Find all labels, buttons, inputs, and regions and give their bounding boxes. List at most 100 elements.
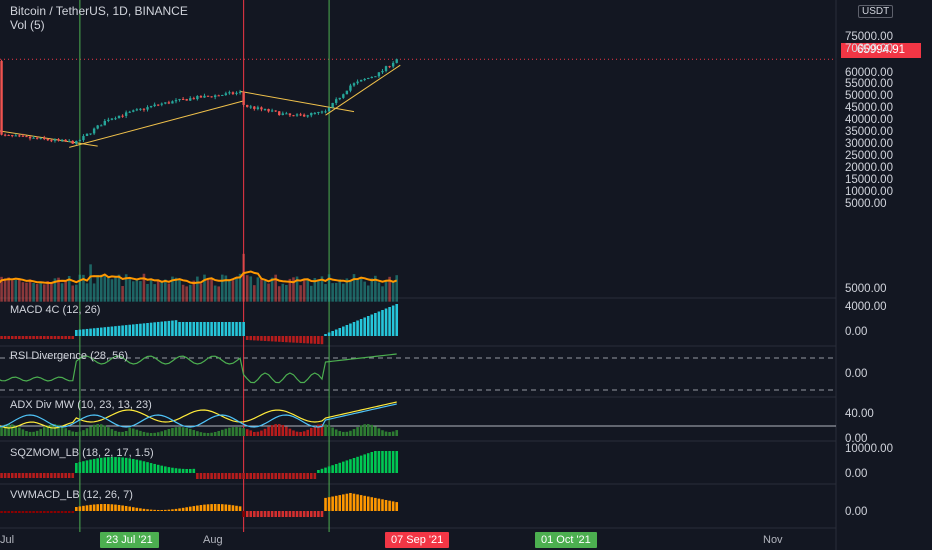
vwmacd-bar bbox=[377, 498, 381, 511]
adx-bar bbox=[224, 428, 228, 436]
sqz-label[interactable]: SQZMOM_LB (18, 2, 17, 1.5) bbox=[10, 447, 154, 459]
adx-bar bbox=[256, 431, 260, 436]
date-marker-jul[interactable]: 23 Jul '21 bbox=[100, 532, 159, 548]
volume-bar bbox=[85, 283, 89, 302]
date-marker-oct[interactable]: 01 Oct '21 bbox=[535, 532, 597, 548]
sqz-bar bbox=[174, 468, 178, 473]
candle-body bbox=[228, 92, 231, 94]
candle-body bbox=[132, 110, 135, 112]
rsi-tick: 0.00 bbox=[845, 368, 868, 380]
candle-body bbox=[246, 104, 249, 107]
adx-bar bbox=[114, 430, 117, 436]
macd-bar bbox=[85, 328, 89, 336]
sqz-bar bbox=[267, 473, 270, 479]
volume-bar bbox=[249, 276, 253, 302]
adx-bar bbox=[338, 431, 342, 436]
symbol-title[interactable]: Bitcoin / TetherUS, 1D, BINANCE bbox=[10, 4, 188, 18]
vwmacd-bar bbox=[181, 507, 185, 511]
volume-bar bbox=[366, 285, 370, 302]
macd-bar bbox=[331, 331, 334, 336]
macd-bar bbox=[135, 324, 139, 336]
volume-ma-line bbox=[0, 270, 398, 285]
volume-bar bbox=[103, 274, 107, 302]
macd-bar bbox=[171, 320, 174, 336]
adx-bar bbox=[96, 424, 99, 436]
vwmacd-bar bbox=[263, 511, 267, 517]
sqz-bar bbox=[7, 473, 10, 478]
adx-label[interactable]: ADX Div MW (10, 23, 13, 23) bbox=[10, 399, 152, 411]
adx-bar bbox=[128, 427, 132, 436]
adx-bar bbox=[228, 427, 231, 436]
vwmacd-bar bbox=[110, 504, 114, 511]
volume-label[interactable]: Vol (5) bbox=[10, 18, 45, 32]
adx-bar bbox=[10, 424, 14, 436]
candle-body bbox=[60, 139, 64, 141]
rsi-label[interactable]: RSI Divergence (28, 56) bbox=[10, 350, 128, 362]
volume-bar bbox=[224, 275, 228, 302]
sqz-tick: 0.00 bbox=[845, 468, 868, 480]
volume-bar bbox=[292, 277, 295, 302]
sqz-bar bbox=[206, 473, 210, 479]
adx-bar bbox=[292, 430, 295, 436]
sqz-bar bbox=[89, 459, 92, 473]
volume-bar bbox=[270, 277, 274, 302]
candle-body bbox=[96, 125, 99, 129]
candle-body bbox=[14, 135, 17, 137]
volume-bar bbox=[178, 278, 181, 302]
macd-bar bbox=[160, 321, 164, 336]
adx-bar bbox=[331, 427, 334, 436]
vwmacd-bar bbox=[363, 495, 366, 511]
sqz-bar bbox=[377, 451, 381, 473]
macd-bar bbox=[39, 336, 43, 339]
vwmacd-bar bbox=[18, 511, 21, 513]
volume-bar bbox=[96, 275, 99, 302]
candle-body bbox=[352, 83, 356, 86]
macd-bar bbox=[366, 316, 370, 336]
vwmacd-bar bbox=[188, 506, 192, 511]
macd-bar bbox=[78, 329, 82, 336]
adx-bar bbox=[18, 427, 21, 436]
sqz-bar bbox=[153, 463, 156, 473]
sqz-bar bbox=[256, 473, 260, 479]
candle-body bbox=[260, 107, 263, 110]
macd-label[interactable]: MACD 4C (12, 26) bbox=[10, 304, 101, 316]
vwmacd-label[interactable]: VWMACD_LB (12, 26, 7) bbox=[10, 489, 133, 501]
macd-bar bbox=[25, 336, 28, 339]
macd-bar bbox=[292, 336, 295, 343]
adx-bar bbox=[75, 431, 78, 436]
macd-bar bbox=[203, 322, 206, 336]
candle-body bbox=[92, 128, 96, 134]
adx-bar bbox=[274, 424, 277, 436]
vwmacd-bar bbox=[142, 508, 146, 511]
vwmacd-bar bbox=[391, 501, 395, 511]
volume-bar bbox=[149, 279, 153, 302]
adx-bar bbox=[359, 425, 363, 436]
candle-body bbox=[324, 111, 327, 113]
currency-badge[interactable]: USDT bbox=[858, 5, 894, 18]
vwmacd-bar bbox=[114, 504, 117, 511]
sqz-bar bbox=[171, 467, 174, 473]
vwmacd-bar bbox=[324, 497, 327, 511]
x-label-aug: Aug bbox=[203, 534, 223, 546]
volume-bar bbox=[299, 285, 302, 302]
candle-body bbox=[388, 66, 391, 68]
macd-bar bbox=[107, 326, 110, 336]
vwmacd-bar bbox=[388, 500, 391, 511]
macd-bar bbox=[167, 320, 171, 336]
vwmacd-bar bbox=[220, 504, 224, 511]
volume-bar bbox=[288, 278, 292, 302]
price-axis-tick: 55000.00 bbox=[845, 78, 893, 91]
adx-bar bbox=[242, 428, 245, 436]
candle-body bbox=[78, 140, 82, 142]
candle-body bbox=[149, 106, 153, 108]
date-marker-sep[interactable]: 07 Sep '21 bbox=[385, 532, 450, 548]
candle-body bbox=[64, 139, 67, 142]
price-axis-tick: 15000.00 bbox=[845, 173, 893, 186]
adx-bar bbox=[149, 432, 153, 436]
x-label-jul: Jul bbox=[0, 534, 15, 546]
vwmacd-bar bbox=[71, 511, 75, 513]
adx-tick: 0.00 bbox=[845, 433, 868, 445]
vwmacd-bar bbox=[46, 511, 50, 513]
volume-bar bbox=[260, 279, 263, 302]
